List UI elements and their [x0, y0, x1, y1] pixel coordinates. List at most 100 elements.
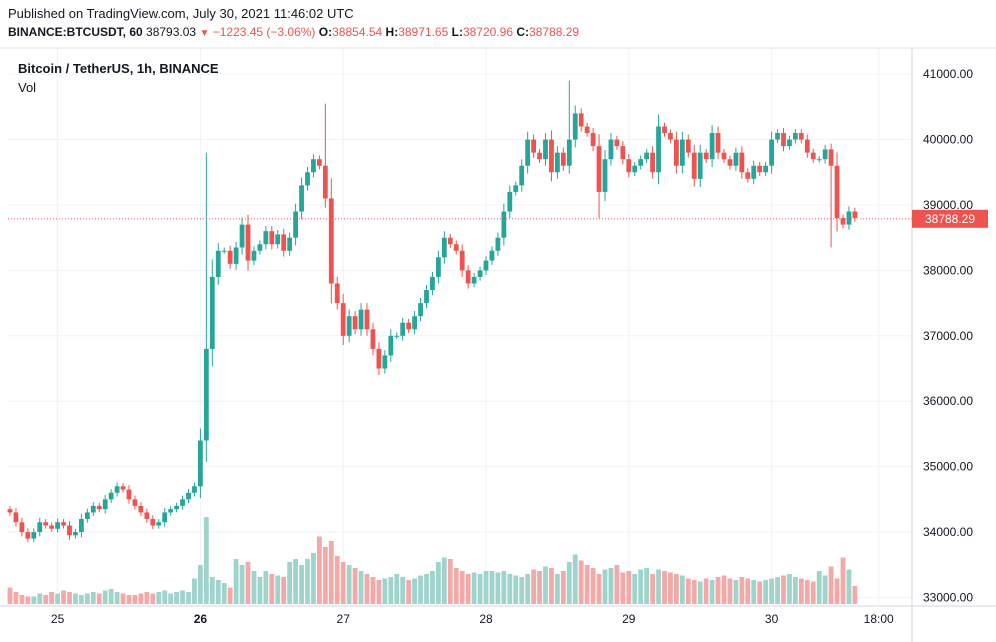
volume-bar: [168, 593, 174, 604]
candle-body: [560, 152, 566, 166]
candle-body: [519, 165, 525, 186]
volume-bar: [144, 592, 150, 604]
volume-bar: [763, 580, 769, 604]
y-tick-label: 41000.00: [923, 67, 973, 81]
candle-body: [7, 509, 13, 513]
candle-body: [43, 522, 49, 526]
volume-bar: [150, 593, 156, 604]
candle-body: [102, 499, 108, 510]
candle-body: [317, 159, 322, 166]
volume-bar: [352, 568, 358, 604]
y-tick-label: 39000.00: [923, 198, 973, 212]
candle-body: [215, 250, 221, 277]
volume-bar: [192, 578, 197, 604]
candle-body: [798, 133, 804, 140]
volume-bar: [465, 574, 471, 604]
candle-body: [453, 244, 459, 251]
candle-body: [168, 509, 174, 513]
candle-body: [394, 335, 400, 337]
y-tick-label: 38000.00: [923, 263, 973, 277]
candle-body: [245, 224, 251, 261]
volume-bar: [834, 578, 840, 604]
volume-bar: [441, 557, 447, 604]
candle-body: [816, 159, 822, 161]
y-tick-label: 33000.00: [923, 590, 973, 604]
candle-body: [763, 165, 769, 173]
candle-body: [138, 505, 144, 513]
volume-bar: [626, 571, 632, 604]
candle-body: [114, 486, 120, 493]
candle-body: [477, 270, 483, 277]
candle-body: [810, 152, 816, 160]
candle-body: [436, 257, 441, 277]
chart-background: [0, 48, 996, 642]
candle-body: [364, 309, 370, 330]
candle-body: [632, 165, 638, 173]
volume-bar: [471, 572, 477, 604]
x-tick-label: 27: [337, 612, 351, 626]
candle-body: [590, 133, 596, 147]
candle-body: [257, 244, 263, 251]
candle-body: [822, 149, 828, 160]
candle-body: [406, 322, 412, 330]
candle-body: [334, 283, 340, 304]
candle-body: [674, 139, 679, 166]
candle-body: [370, 329, 376, 349]
open-value: 38854.54: [332, 25, 383, 39]
candle-body: [501, 211, 507, 238]
volume-bar: [162, 590, 168, 604]
volume-bar: [328, 541, 334, 604]
candle-body: [441, 237, 447, 258]
candle-body: [227, 250, 233, 264]
volume-bar: [138, 593, 144, 604]
candle-body: [156, 522, 162, 526]
volume-bar: [531, 569, 536, 604]
volume-bar: [90, 592, 96, 604]
candle-body: [715, 133, 721, 153]
volume-bar: [781, 575, 786, 604]
candle-body: [340, 303, 346, 336]
candle-body: [84, 512, 90, 519]
volume-bar: [180, 590, 185, 604]
volume-bar: [644, 568, 650, 604]
volume-bar: [299, 565, 304, 604]
volume-bar: [757, 581, 763, 604]
volume-bar: [96, 593, 102, 604]
volume-bar: [25, 596, 31, 604]
volume-bar: [281, 577, 287, 604]
volume-bar: [227, 587, 233, 604]
volume-bar: [79, 595, 84, 604]
volume-bar: [721, 575, 727, 604]
candle-body: [757, 165, 763, 173]
volume-bar: [590, 568, 596, 604]
volume-bar: [49, 592, 55, 604]
candle-body: [322, 165, 328, 199]
candle-body: [668, 133, 673, 140]
volume-bar: [519, 577, 525, 604]
candle-body: [781, 133, 786, 147]
candle-body: [584, 126, 590, 134]
candle-body: [650, 152, 655, 173]
volume-bar: [459, 571, 465, 604]
volume-bar: [572, 554, 578, 604]
volume-bar: [388, 577, 394, 604]
volume-bar: [816, 571, 822, 604]
volume-bar: [620, 572, 626, 604]
x-tick-label: 25: [51, 612, 65, 626]
candle-body: [233, 247, 239, 264]
volume-bar: [507, 574, 513, 604]
close-value: 38788.29: [529, 25, 580, 39]
candle-body: [549, 139, 554, 173]
volume-bar: [55, 593, 60, 604]
volume-bar: [769, 578, 774, 604]
candle-body: [769, 139, 774, 166]
volume-bar: [513, 575, 519, 604]
candle-body: [281, 234, 287, 251]
volume-bar: [251, 571, 257, 604]
candle-body: [400, 322, 406, 336]
volume-bar: [798, 578, 804, 604]
candle-body: [13, 512, 19, 523]
volume-bar: [584, 565, 590, 604]
volume-bar: [7, 587, 13, 604]
